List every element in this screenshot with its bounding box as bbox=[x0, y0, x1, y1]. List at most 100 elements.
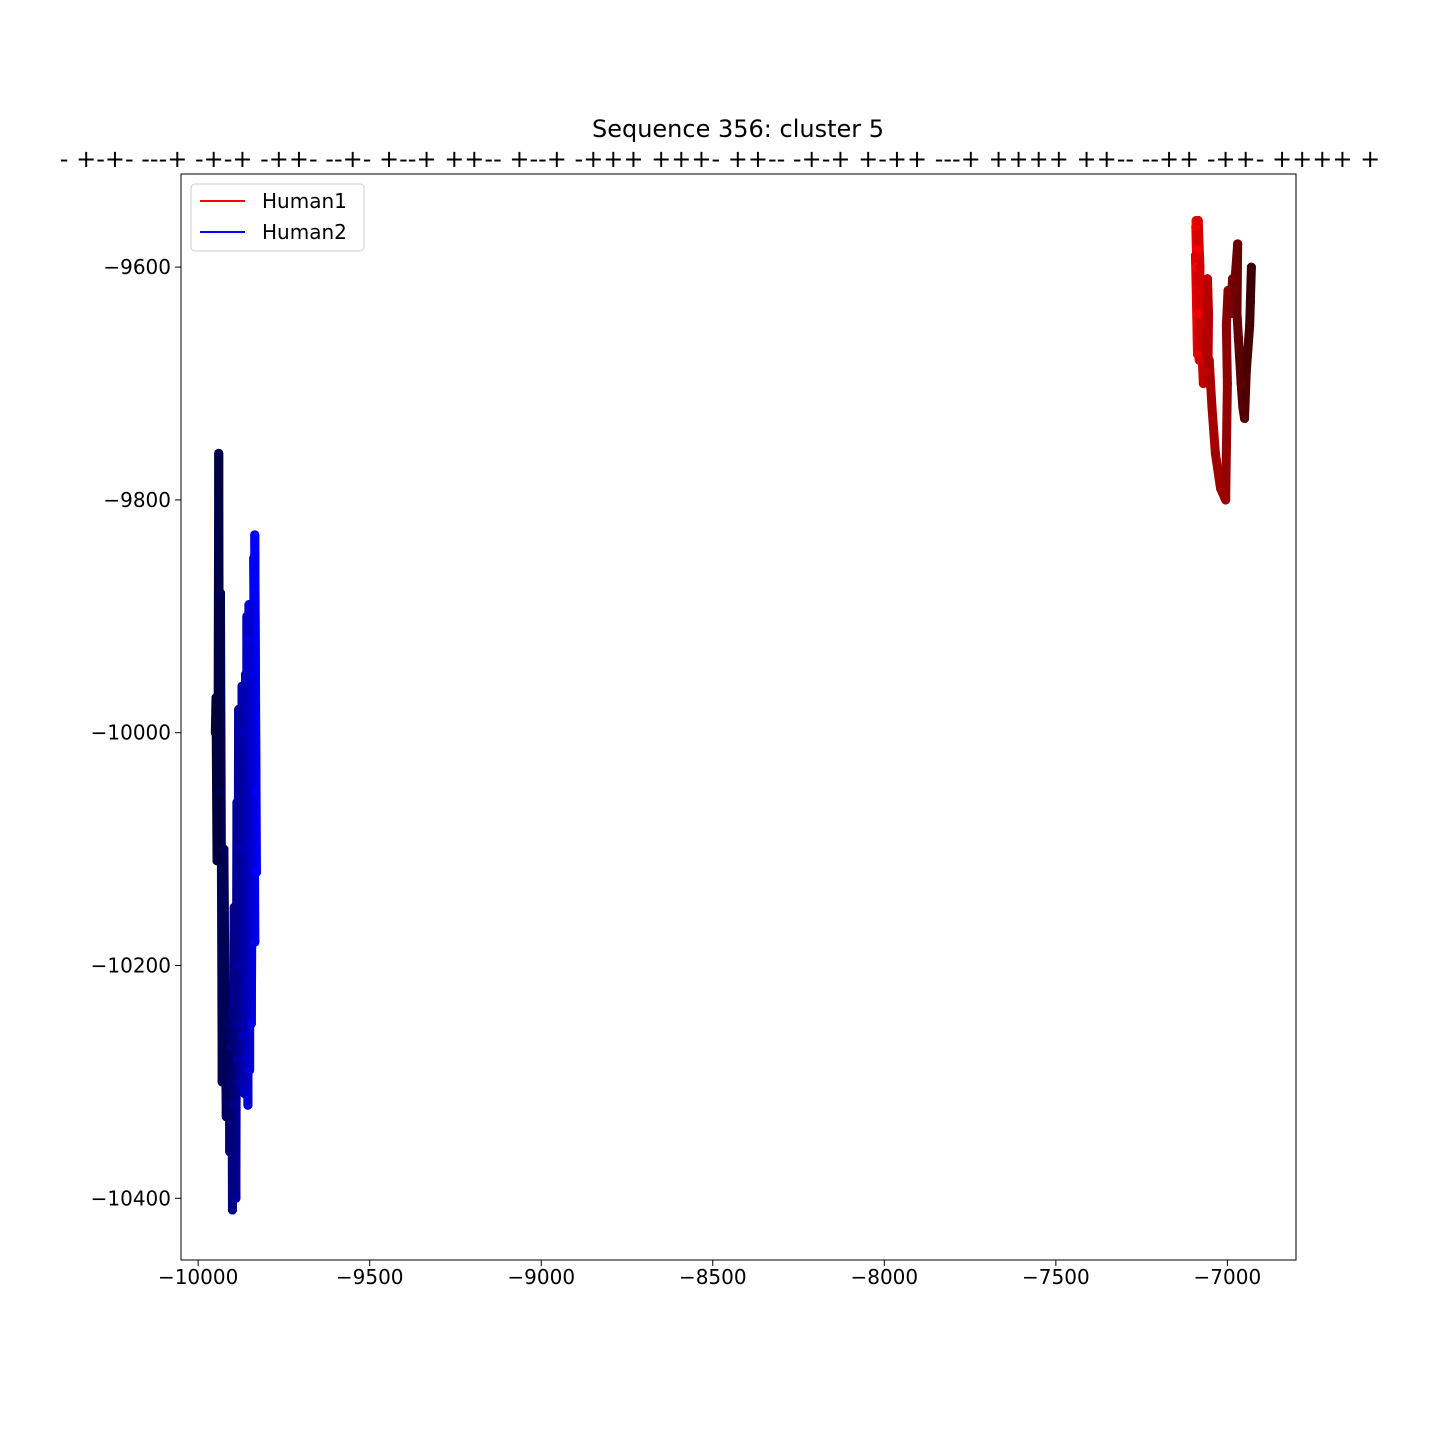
series-segment bbox=[1245, 262, 1256, 307]
legend: Human1 Human2 bbox=[190, 183, 365, 252]
data-point bbox=[1207, 402, 1217, 412]
data-point bbox=[248, 670, 258, 680]
data-point bbox=[1228, 274, 1238, 284]
x-tick-label: −7000 bbox=[1194, 1265, 1262, 1289]
series-human1 bbox=[1190, 216, 1256, 505]
series-segment bbox=[1221, 379, 1232, 505]
data-point bbox=[226, 1042, 236, 1052]
data-point bbox=[1221, 495, 1231, 505]
series-segment bbox=[1202, 274, 1214, 319]
data-point bbox=[1190, 250, 1200, 260]
data-point bbox=[1233, 239, 1243, 249]
data-point bbox=[1195, 262, 1205, 272]
data-point bbox=[239, 728, 249, 738]
data-point bbox=[215, 588, 225, 598]
series-segment bbox=[1210, 448, 1226, 493]
data-point bbox=[232, 798, 242, 808]
data-point bbox=[233, 1054, 243, 1064]
data-point bbox=[251, 867, 261, 877]
data-point bbox=[230, 1019, 240, 1029]
data-point bbox=[1245, 320, 1255, 330]
data-point bbox=[1193, 216, 1203, 226]
data-point bbox=[1241, 367, 1251, 377]
series-segment bbox=[210, 693, 221, 738]
data-point bbox=[225, 1147, 235, 1157]
data-point bbox=[239, 1089, 249, 1099]
y-tick-label: −9800 bbox=[103, 488, 171, 512]
data-point bbox=[227, 1205, 237, 1215]
data-point bbox=[250, 530, 260, 540]
data-point bbox=[211, 693, 221, 703]
series-segment bbox=[1240, 367, 1251, 423]
chart-title: Sequence 356: cluster 5 bbox=[592, 115, 884, 143]
data-point bbox=[241, 1054, 251, 1064]
x-tick-label: −9000 bbox=[507, 1265, 575, 1289]
data-point bbox=[1245, 297, 1255, 307]
data-point bbox=[1196, 320, 1206, 330]
data-point bbox=[249, 553, 259, 563]
data-point bbox=[1233, 332, 1243, 342]
data-point bbox=[1194, 355, 1204, 365]
y-tick-label: −10000 bbox=[91, 721, 171, 745]
series-segment bbox=[1233, 332, 1246, 389]
data-point bbox=[219, 844, 229, 854]
data-point bbox=[1246, 262, 1256, 272]
data-point bbox=[1224, 297, 1234, 307]
data-point bbox=[221, 1112, 231, 1122]
data-point bbox=[243, 1100, 253, 1110]
data-point bbox=[238, 1030, 248, 1040]
data-point bbox=[214, 448, 224, 458]
data-point bbox=[1203, 379, 1213, 389]
data-point bbox=[1229, 285, 1239, 295]
data-point bbox=[242, 611, 252, 621]
data-point bbox=[1238, 402, 1248, 412]
data-point bbox=[1221, 320, 1231, 330]
data-point bbox=[222, 1019, 232, 1029]
data-point bbox=[1232, 309, 1242, 319]
chart-subtitle: - +-+- ---+ -+-+ -++- --+- +--+ ++-- +--… bbox=[60, 145, 1380, 173]
data-point bbox=[231, 1193, 241, 1203]
data-point bbox=[1222, 379, 1232, 389]
x-tick-label: −8000 bbox=[850, 1265, 918, 1289]
data-point bbox=[229, 902, 239, 912]
data-point bbox=[227, 1007, 237, 1017]
series-segment bbox=[1207, 402, 1220, 458]
data-point bbox=[1236, 379, 1246, 389]
data-point bbox=[1204, 355, 1214, 365]
data-point bbox=[244, 600, 254, 610]
series-human2 bbox=[210, 448, 261, 1215]
x-tick-label: −10000 bbox=[158, 1265, 238, 1289]
x-tick-label: −7500 bbox=[1022, 1265, 1090, 1289]
y-tick-label: −10200 bbox=[91, 954, 171, 978]
data-point bbox=[1240, 413, 1250, 423]
x-tick-label: −9500 bbox=[336, 1265, 404, 1289]
x-axis: −10000 −9500 −9000 −8500 −8000 −7500 −7000 bbox=[158, 1260, 1261, 1289]
data-point bbox=[228, 1100, 238, 1110]
y-tick-label: −9600 bbox=[103, 255, 171, 279]
plot-frame bbox=[180, 173, 1297, 1261]
data-point bbox=[210, 728, 220, 738]
series-layer bbox=[210, 216, 1256, 1215]
legend-label-human2: Human2 bbox=[262, 220, 347, 244]
data-point bbox=[1216, 483, 1226, 493]
data-point bbox=[1231, 262, 1241, 272]
data-point bbox=[237, 681, 247, 691]
data-point bbox=[217, 1077, 227, 1087]
data-point bbox=[235, 844, 245, 854]
series-segment bbox=[1232, 239, 1243, 319]
data-point bbox=[212, 856, 222, 866]
data-point bbox=[1193, 309, 1203, 319]
y-axis: −9600 −9800 −10000 −10200 −10400 bbox=[91, 255, 181, 1210]
data-point bbox=[245, 1065, 255, 1075]
data-point bbox=[1202, 367, 1212, 377]
legend-label-human1: Human1 bbox=[262, 189, 347, 213]
data-point bbox=[234, 704, 244, 714]
data-point bbox=[251, 786, 261, 796]
data-point bbox=[1202, 274, 1212, 284]
data-point bbox=[245, 635, 255, 645]
data-point bbox=[1223, 285, 1233, 295]
data-point bbox=[1243, 344, 1253, 354]
data-point bbox=[236, 1077, 246, 1087]
data-point bbox=[1210, 448, 1220, 458]
